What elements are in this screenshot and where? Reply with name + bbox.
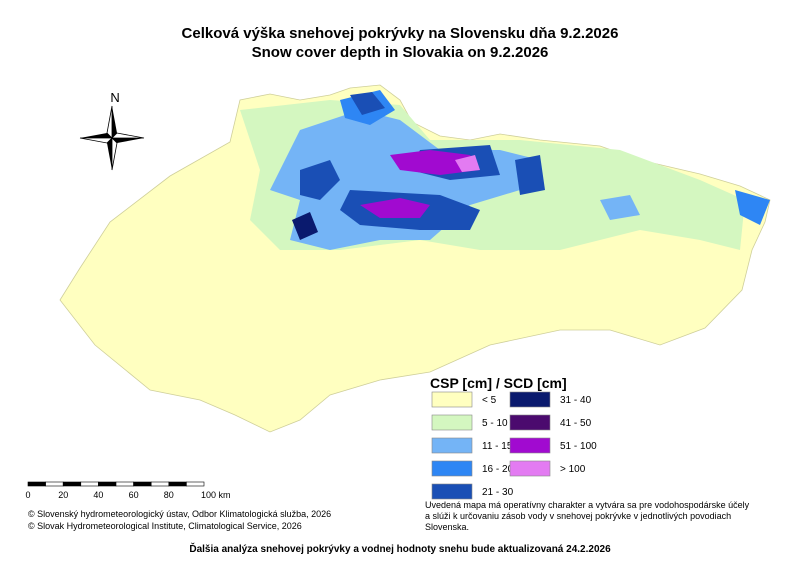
scale-segment xyxy=(27,481,46,487)
credit: © Slovak Hydrometeorological Institute, … xyxy=(28,521,302,531)
legend-swatch xyxy=(509,437,551,454)
scale-segment xyxy=(98,481,117,487)
scale-bar: 0 20 40 60 80 100 km xyxy=(25,481,231,500)
legend-swatch xyxy=(509,460,551,477)
legend-swatch xyxy=(431,414,473,431)
credit: © Slovenský hydrometeorologický ústav, O… xyxy=(28,509,331,519)
scale-segment xyxy=(45,481,64,487)
legend-label: 5 - 10 xyxy=(482,418,508,429)
note-line: Slovenska. xyxy=(425,522,469,532)
scale-label: 100 km xyxy=(201,490,231,500)
legend-label: 51 - 100 xyxy=(560,441,597,452)
title-en: Snow cover depth in Slovakia on 9.2.2026 xyxy=(252,44,549,61)
note-line: Uvedená mapa má operatívny charakter a v… xyxy=(425,500,750,510)
scale-label: 40 xyxy=(93,490,103,500)
scale-segment xyxy=(133,481,152,487)
legend-label: 31 - 40 xyxy=(560,395,592,406)
north-arrow: N xyxy=(79,90,145,171)
legend-swatch xyxy=(509,414,551,431)
scale-label: 0 xyxy=(25,490,30,500)
scale-label: 80 xyxy=(164,490,174,500)
scale-label: 60 xyxy=(129,490,139,500)
legend-label: 11 - 15 xyxy=(482,441,513,452)
scale-segment xyxy=(62,481,82,487)
legend-swatch xyxy=(431,391,473,408)
scale-segment xyxy=(80,481,99,487)
legend-label: 41 - 50 xyxy=(560,418,592,429)
scale-segment xyxy=(115,481,134,487)
scale-label: 20 xyxy=(58,490,68,500)
scale-segment xyxy=(168,481,187,487)
note-line: a slúži k určovaniu zásob vody v snehove… xyxy=(425,511,731,521)
scale-segment xyxy=(150,481,170,487)
legend-swatch xyxy=(431,460,473,477)
legend-title: CSP [cm] / SCD [cm] xyxy=(430,375,567,391)
legend-swatch xyxy=(431,483,473,500)
snow-patches xyxy=(240,90,770,250)
legend-swatch xyxy=(431,437,473,454)
legend: < 5 5 - 10 11 - 15 16 - 20 21 - 30 31 - 40 41 … xyxy=(431,391,597,500)
legend-label: > 100 xyxy=(560,464,586,475)
footer: Ďalšia analýza snehovej pokrývky a vodne… xyxy=(189,542,611,555)
scale-segment xyxy=(186,481,205,487)
legend-label: 21 - 30 xyxy=(482,487,514,498)
north-label: N xyxy=(110,90,119,105)
title-sk: Celková výška snehovej pokrývky na Slove… xyxy=(182,25,619,42)
legend-label: 16 - 20 xyxy=(482,464,514,475)
legend-label: < 5 xyxy=(482,395,497,406)
legend-swatch xyxy=(509,391,551,408)
